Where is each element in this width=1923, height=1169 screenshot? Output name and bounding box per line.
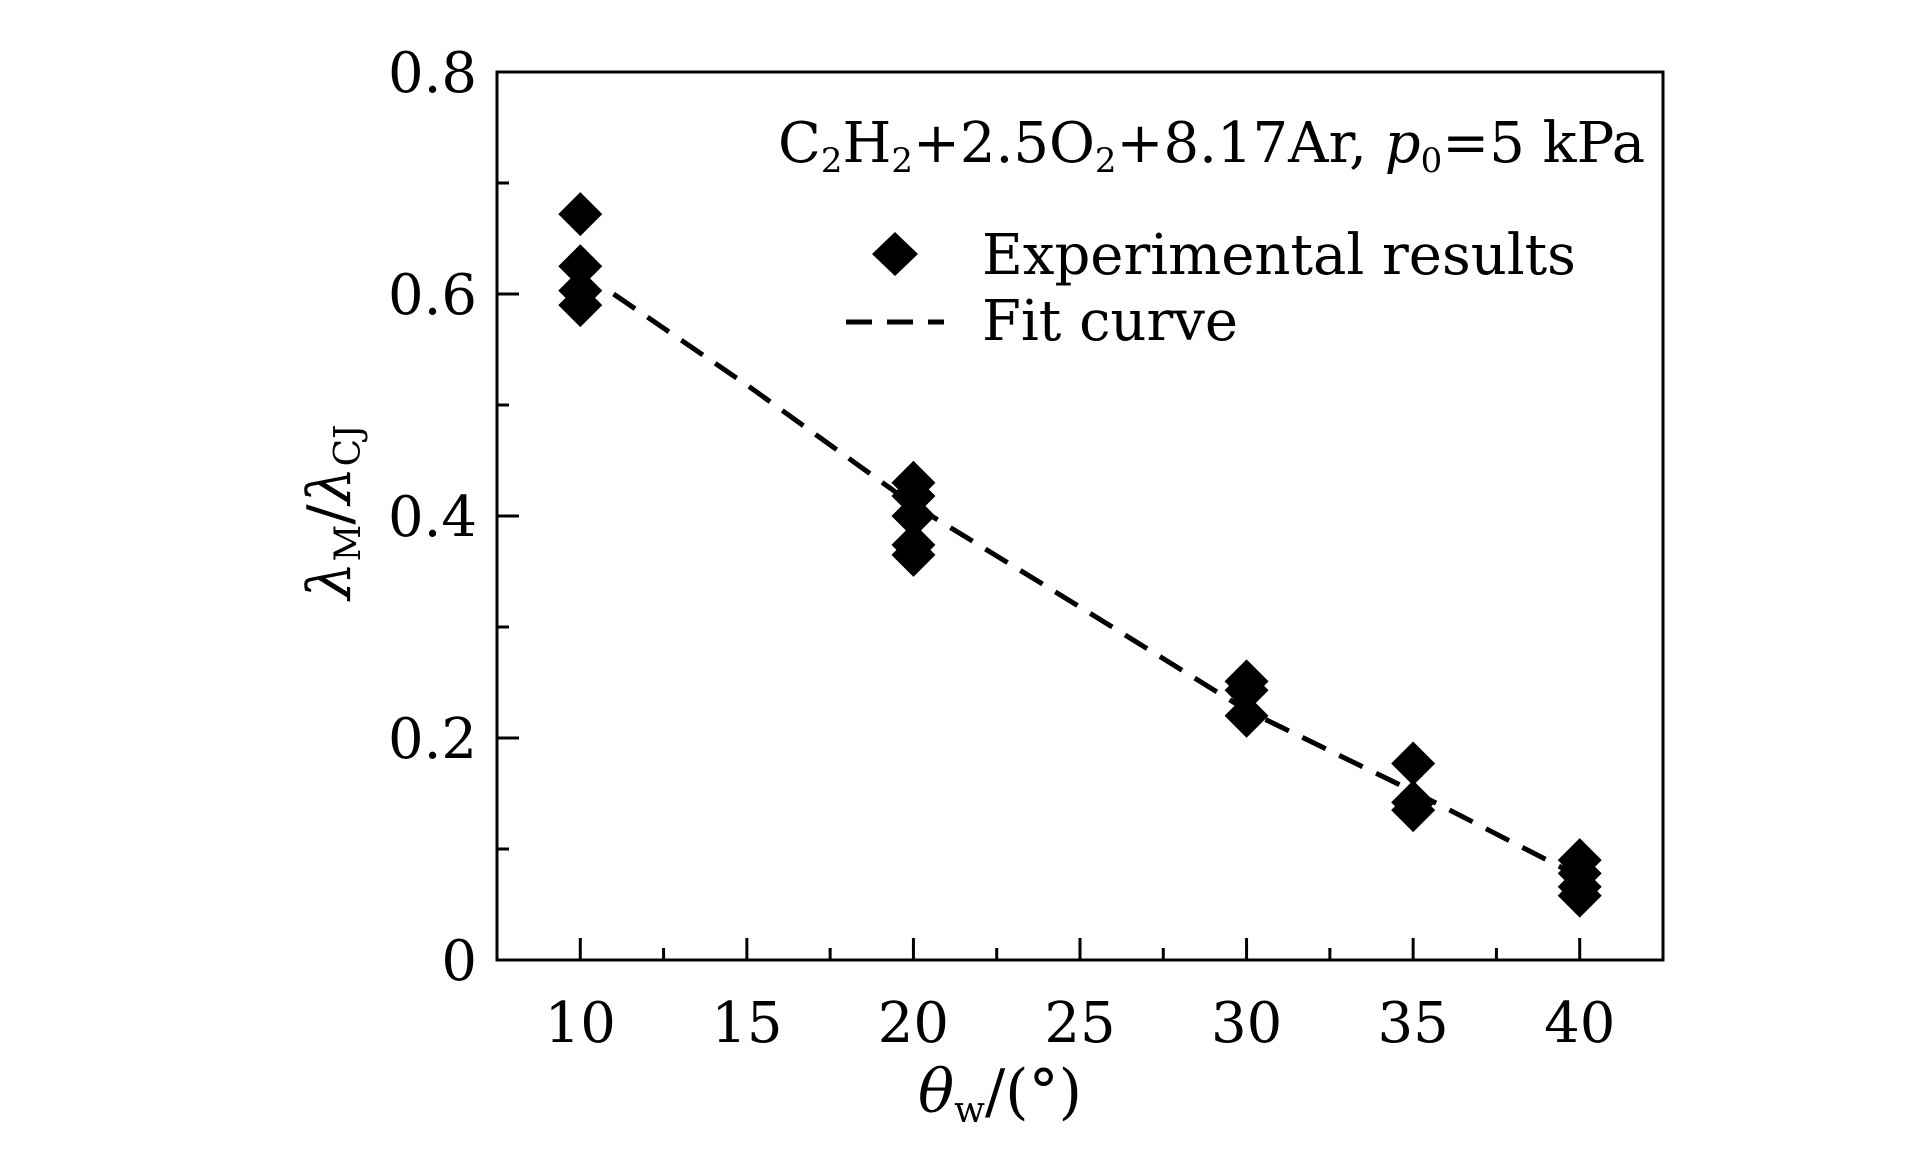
data-point-diamond: [1557, 873, 1602, 918]
annotation-ar: +8.17Ar,: [1117, 111, 1385, 176]
y-tick-label: 0.8: [388, 41, 477, 106]
y-tick-label: 0: [441, 929, 477, 994]
annotation-p: p: [1385, 111, 1421, 176]
legend-label-fit: Fit curve: [982, 289, 1238, 354]
y-tick-label: 0.2: [388, 707, 477, 772]
legend-label-experimental: Experimental results: [982, 223, 1576, 288]
y-axis-label: λM/λCJ: [295, 424, 369, 601]
data-point-diamond: [891, 532, 936, 577]
x-tick-label: 30: [1211, 991, 1282, 1056]
legend: Experimental results Fit curve: [846, 223, 1576, 354]
y-label-lambda-m: λ: [295, 562, 365, 602]
plot-frame: [495, 70, 1665, 962]
minor-ticks: [495, 181, 1665, 960]
x-tick-label: 40: [1544, 991, 1615, 1056]
data-point-diamond: [1224, 693, 1269, 738]
x-label-sub: w: [954, 1090, 985, 1131]
data-point-diamond: [1391, 741, 1436, 786]
data-point-diamond: [558, 244, 603, 289]
annotation-h: H: [843, 111, 892, 176]
y-tick-label: 0.6: [388, 263, 477, 328]
annotation-o2: +2.5O: [913, 111, 1095, 176]
annotation-pval: =5 kPa: [1442, 111, 1645, 176]
y-label-slash: /: [295, 504, 365, 525]
x-tick-label: 20: [878, 991, 949, 1056]
x-label-symbol: θ: [918, 1057, 954, 1127]
experimental-markers: [558, 192, 1602, 918]
data-point-diamond: [558, 283, 603, 328]
chart-annotation: C2H2+2.5O2+8.17Ar, p0=5 kPa: [778, 111, 1645, 181]
y-label-sub-cj: CJ: [328, 424, 369, 466]
y-label-lambda-cj: λ: [295, 466, 365, 506]
x-tick-label: 35: [1378, 991, 1449, 1056]
y-label-sub-m: M: [328, 525, 369, 562]
data-point-diamond: [1391, 788, 1436, 833]
x-tick-label: 10: [545, 991, 616, 1056]
x-label-unit: /(°): [985, 1057, 1082, 1127]
y-tick-label: 0.4: [388, 485, 477, 550]
annotation-sub: 0: [1421, 141, 1443, 181]
data-point-diamond: [1224, 668, 1269, 713]
data-point-diamond: [558, 192, 603, 237]
x-tick-label: 15: [711, 991, 782, 1056]
x-axis-label: θw/(°): [918, 1057, 1082, 1131]
annotation-sub: 2: [891, 141, 913, 181]
annotation-c: C: [778, 111, 821, 176]
x-tick-label: 25: [1044, 991, 1115, 1056]
major-ticks: [497, 70, 1582, 962]
annotation-sub: 2: [1095, 141, 1117, 181]
annotation-sub: 2: [821, 141, 843, 181]
data-point-diamond: [891, 494, 936, 538]
fit-curve-line: [612, 291, 1581, 880]
legend-marker-diamond: [872, 232, 918, 276]
